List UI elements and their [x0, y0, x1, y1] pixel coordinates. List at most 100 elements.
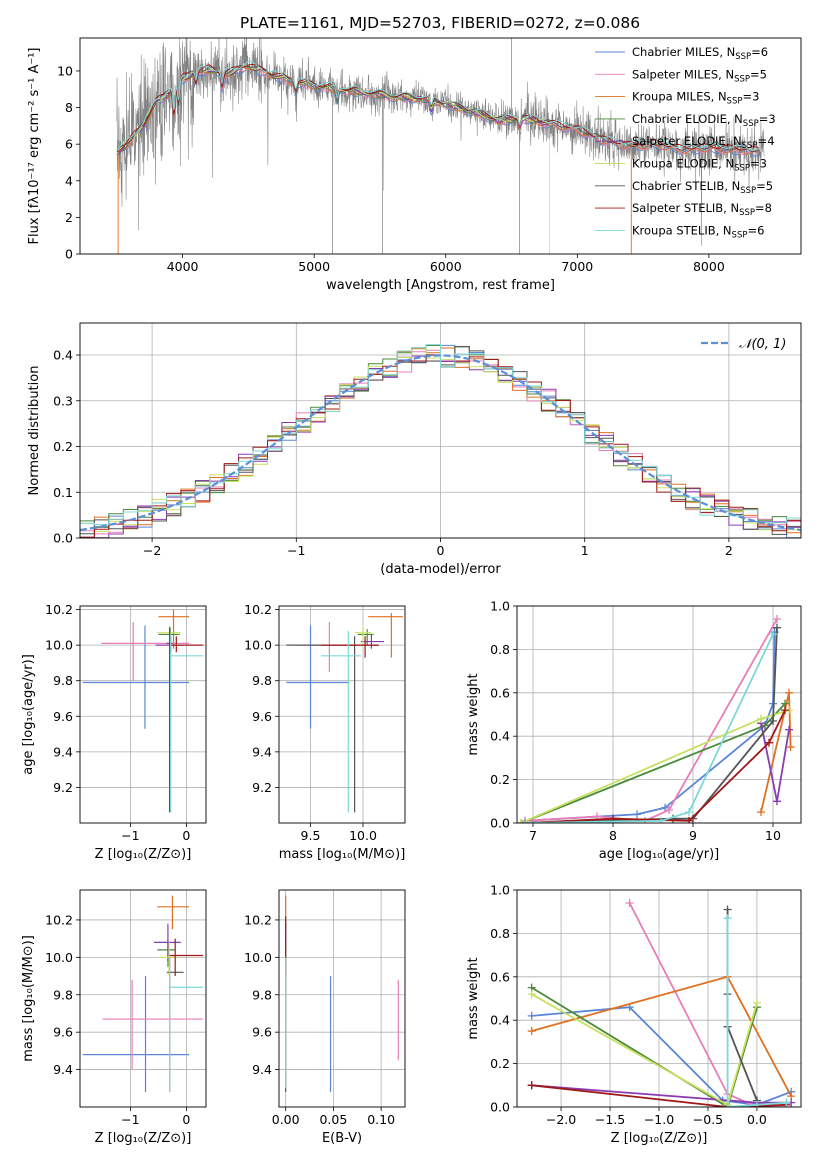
y-tick-label: 0.0: [53, 531, 73, 546]
massweight-marker: [723, 914, 732, 923]
x-axis-label: wavelength [Angstrom, rest frame]: [326, 278, 555, 293]
y-axis-label: age [log₁₀(age/yr)]: [21, 654, 36, 775]
massweight-line-kroupa-stelib: [524, 633, 774, 823]
errorbar-point-salpeter-stelib: [321, 636, 379, 658]
x-axis-label: Z [log₁₀(Z/Z⊙)]: [611, 1131, 708, 1146]
legend-label-text: Chabrier MILES, N: [632, 45, 735, 59]
massweight-marker: [517, 819, 525, 823]
massweight-marker: [785, 725, 793, 734]
axes-frame: [278, 605, 406, 824]
x-tick-label: −1.5: [595, 1112, 625, 1127]
model-spectrum-chabrier-elodie: [116, 65, 552, 154]
errorbar-point-chabrier-stelib: [166, 627, 173, 813]
massweight-plot-area: [517, 615, 795, 823]
x-axis-label: mass [log₁₀(M/M⊙)]: [279, 847, 406, 862]
legend-label: Chabrier STELIB, NSSP=5: [632, 179, 773, 196]
age-vs-mass-panel: 9.5 10.0 9.2 9.4 9.6 9.8 10.0 10.2 mass [log₁₀(M…: [244, 602, 406, 862]
x-tick-label: 0: [182, 1112, 190, 1127]
x-tick-label: −1: [287, 543, 305, 558]
massweight-marker: [723, 905, 732, 914]
x-tick-label: 9.5: [301, 828, 321, 843]
massweight-marker: [765, 738, 773, 747]
legend-label-text: Salpeter ELODIE, N: [632, 134, 742, 148]
y-tick-label: 9.2: [252, 780, 272, 795]
legend-label-text: Kroupa MILES, N: [632, 90, 727, 104]
y-tick-label: 10.2: [244, 912, 272, 927]
y-tick-label: 0.3: [53, 393, 73, 408]
legend-label-text: Kroupa STELIB, N: [632, 223, 732, 237]
massweight-marker: [527, 1081, 536, 1090]
massweight-line-kroupa-stelib: [726, 918, 787, 1107]
y-tick-label: 10.0: [244, 638, 272, 653]
y-tick-label: 1.0: [490, 599, 510, 614]
legend-label-text: Salpeter STELIB, N: [632, 201, 739, 215]
y-tick-label: 0.4: [490, 1013, 510, 1028]
legend-label-n: =6: [751, 45, 768, 59]
massweight-vs-metallicity-panel: −2.0 −1.5 −1.0 −0.5 0.0 0.0 0.2 0.4 0.6 0.8 1.0 Z […: [466, 883, 802, 1146]
legend-label-sub: SSP: [743, 119, 759, 129]
massweight-line-chabrier-elodie: [531, 986, 758, 1107]
errorbar-point-salpeter-miles: [101, 622, 190, 681]
legend-label-sub: SSP: [732, 230, 748, 240]
errorbar-point-kroupa-stelib: [169, 957, 204, 1093]
axes-frame: [516, 605, 802, 824]
massweight-marker: [773, 623, 781, 632]
y-tick-label: 0.6: [490, 969, 510, 984]
x-tick-label: 6000: [430, 259, 462, 274]
legend-label: 𝒩(0, 1): [739, 337, 786, 352]
y-tick-label: 1.0: [490, 883, 510, 898]
massweight-marker: [685, 816, 693, 823]
legend-label-n: =3: [742, 90, 759, 104]
normal-distribution-curve: [80, 354, 801, 532]
y-tick-label: 9.4: [252, 1062, 272, 1077]
x-axis-label: Z [log₁₀(Z/Z⊙)]: [95, 1131, 192, 1146]
x-tick-label: 0.00: [272, 1112, 300, 1127]
massweight-vs-age-panel: 7 8 9 10 0.0 0.2 0.4 0.6 0.8 1.0 age [log₁₀(age/yr…: [466, 599, 802, 862]
x-tick-label: 7000: [561, 259, 593, 274]
errorbar-plot-area: [82, 609, 204, 813]
x-tick-label: 0.05: [319, 1112, 347, 1127]
massweight-marker: [773, 797, 781, 806]
massweight-marker: [527, 1011, 536, 1020]
axes-frame: [79, 889, 207, 1108]
massweight-marker: [657, 816, 665, 823]
y-tick-label: 0.2: [490, 772, 510, 787]
legend-label-n: =8: [755, 201, 772, 215]
y-tick-label: 9.4: [53, 744, 73, 759]
age-vs-metallicity-panel: −1 0 9.2 9.4 9.6 9.8 10.0 10.2 Z [log₁₀(Z/Z⊙)] ag…: [21, 602, 207, 862]
residuals-panel: −2 −1 0 1 2 0.0 0.1 0.2 0.3 0.4 (data-model)/error…: [27, 322, 802, 577]
x-tick-label: 8: [609, 828, 617, 843]
x-tick-label: 10.0: [349, 828, 377, 843]
legend-label: Kroupa STELIB, NSSP=6: [632, 223, 764, 240]
legend-label-sub: SSP: [739, 208, 755, 218]
legend-label-n: =3: [759, 112, 776, 126]
legend-label: Salpeter STELIB, NSSP=8: [632, 201, 772, 218]
massweight-marker: [769, 717, 777, 726]
y-tick-label: 0.1: [53, 485, 73, 500]
legend-label-sub: SSP: [734, 164, 750, 174]
legend-label: Chabrier ELODIE, NSSP=3: [632, 112, 776, 129]
errorbar-point-chabrier-miles: [82, 976, 190, 1093]
x-axis-label: Z [log₁₀(Z/Z⊙)]: [95, 847, 192, 862]
massweight-marker: [633, 810, 641, 819]
spectrum-panel: 4000 5000 6000 7000 8000 0 2 4 6 8 10 wavelength [A…: [27, 37, 802, 293]
x-axis-label: (data-model)/error: [380, 562, 501, 577]
legend-label: Kroupa MILES, NSSP=3: [632, 90, 759, 107]
y-tick-label: 0.4: [490, 729, 510, 744]
x-tick-label: 10: [765, 828, 781, 843]
y-tick-label: 9.8: [252, 673, 272, 688]
y-tick-label: 0.2: [53, 439, 73, 454]
massweight-marker: [752, 1100, 761, 1107]
y-tick-label: 0.4: [53, 348, 73, 363]
massweight-marker: [527, 990, 536, 999]
x-tick-label: 0: [437, 543, 445, 558]
massweight-line-salpeter-miles: [628, 902, 787, 1107]
model-spectrum-kroupa-stelib: [116, 60, 759, 152]
legend-label-n: =3: [750, 157, 767, 171]
y-axis-label: mass [log₁₀(M/M⊙)]: [21, 935, 36, 1062]
x-tick-label: −1: [121, 1112, 139, 1127]
y-tick-label: 10.0: [244, 950, 272, 965]
y-tick-label: 9.2: [53, 780, 73, 795]
axes-frame: [516, 889, 802, 1108]
massweight-marker: [782, 1098, 791, 1107]
